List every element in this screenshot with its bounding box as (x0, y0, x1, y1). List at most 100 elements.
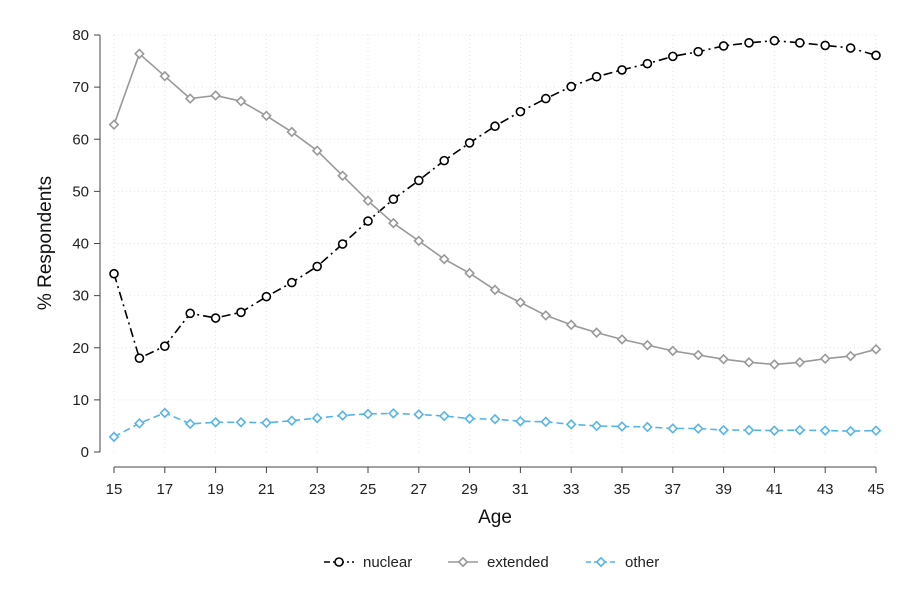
data-point-nuclear (464, 138, 475, 148)
data-point-other (337, 410, 348, 421)
data-point-other (743, 424, 755, 436)
data-point-extended (413, 235, 425, 247)
data-point-other (210, 416, 221, 428)
series-other (108, 407, 882, 443)
x-tick-label: 41 (766, 481, 783, 498)
data-point-other (565, 419, 577, 430)
data-point-nuclear (617, 65, 627, 75)
data-point-extended (261, 110, 272, 122)
data-point-nuclear (337, 239, 348, 249)
data-point-nuclear (693, 46, 704, 57)
x-axis-ticks: 15 17 19 21 23 25 27 29 31 33 35 37 39 41 43 45 (106, 467, 884, 498)
legend-label-other: other (625, 554, 659, 571)
data-point-nuclear (820, 40, 831, 51)
data-point-other (108, 431, 120, 443)
x-tick-label: 23 (309, 481, 326, 498)
gridlines (113, 34, 877, 452)
data-point-extended (616, 334, 628, 345)
data-point-other (134, 417, 145, 429)
data-point-extended (108, 119, 120, 130)
y-tick-label: 60 (72, 131, 89, 148)
x-tick-label: 33 (563, 481, 580, 498)
data-point-other (438, 410, 450, 422)
data-point-nuclear (363, 216, 373, 226)
data-point-extended (667, 345, 679, 357)
y-axis-ticks: 0 10 20 30 40 50 60 70 80 (72, 27, 100, 461)
data-point-other (718, 424, 729, 436)
series-group (108, 35, 882, 443)
y-tick-label: 30 (72, 288, 89, 305)
x-tick-label: 37 (664, 481, 681, 498)
x-tick-label: 25 (360, 481, 377, 498)
data-point-other (311, 412, 323, 424)
x-tick-label: 15 (106, 481, 123, 498)
y-axis-title: % Respondents (35, 176, 56, 310)
x-tick-label: 43 (817, 481, 834, 498)
y-tick-label: 50 (72, 183, 89, 200)
data-point-extended (286, 126, 298, 138)
data-point-extended (134, 48, 145, 60)
data-point-nuclear (540, 93, 551, 104)
x-tick-label: 19 (207, 481, 224, 498)
data-point-other (464, 413, 475, 424)
data-point-other (870, 425, 882, 436)
data-point-other (362, 408, 374, 420)
x-tick-label: 39 (715, 481, 732, 498)
legend-item-nuclear: nuclear (324, 554, 412, 571)
data-point-extended (235, 95, 247, 107)
x-axis-title: Age (478, 507, 512, 528)
legend-label-extended: extended (487, 554, 549, 571)
legend-item-extended: extended (448, 554, 549, 571)
y-tick-label: 0 (81, 444, 89, 461)
data-point-other (616, 421, 628, 432)
data-point-other (159, 407, 171, 419)
data-point-nuclear (515, 106, 526, 117)
data-point-extended (718, 353, 729, 365)
y-tick-label: 70 (72, 79, 89, 96)
legend-item-other: other (586, 554, 659, 571)
data-point-nuclear (185, 308, 195, 319)
legend-label-nuclear: nuclear (363, 554, 412, 571)
data-point-other (184, 418, 196, 430)
x-tick-label: 29 (461, 481, 478, 498)
x-tick-label: 27 (410, 481, 427, 498)
data-point-extended (845, 350, 856, 362)
data-point-extended (159, 70, 171, 82)
data-point-extended (438, 253, 450, 265)
legend-marker-extended (457, 556, 469, 568)
series-nuclear (109, 35, 881, 363)
data-point-other (286, 415, 298, 427)
data-point-extended (464, 267, 475, 279)
data-point-extended (362, 195, 374, 207)
data-point-extended (819, 353, 831, 365)
data-point-extended (591, 327, 602, 338)
legend-marker-other (595, 556, 607, 568)
x-tick-label: 21 (258, 481, 275, 498)
data-point-nuclear (566, 81, 577, 92)
y-tick-label: 40 (72, 236, 89, 253)
data-point-nuclear (286, 277, 297, 288)
data-point-nuclear (744, 38, 754, 48)
data-point-other (769, 425, 780, 436)
data-point-nuclear (718, 41, 729, 51)
data-point-other (388, 408, 399, 419)
data-point-extended (489, 284, 501, 296)
data-point-nuclear (439, 155, 450, 166)
data-point-nuclear (769, 35, 780, 46)
y-tick-label: 20 (72, 340, 89, 357)
data-point-other (261, 417, 272, 429)
data-point-other (692, 423, 704, 434)
data-point-extended (692, 349, 704, 361)
data-point-extended (794, 357, 806, 368)
data-point-other (540, 416, 552, 428)
data-point-other (235, 416, 247, 428)
data-point-nuclear (312, 261, 323, 272)
data-point-nuclear (845, 43, 856, 53)
data-point-nuclear (667, 51, 678, 62)
data-point-nuclear (591, 71, 602, 82)
data-point-nuclear (871, 50, 881, 61)
data-point-extended (337, 170, 348, 182)
data-point-other (591, 420, 602, 432)
data-point-nuclear (413, 175, 424, 186)
data-point-extended (769, 359, 780, 370)
